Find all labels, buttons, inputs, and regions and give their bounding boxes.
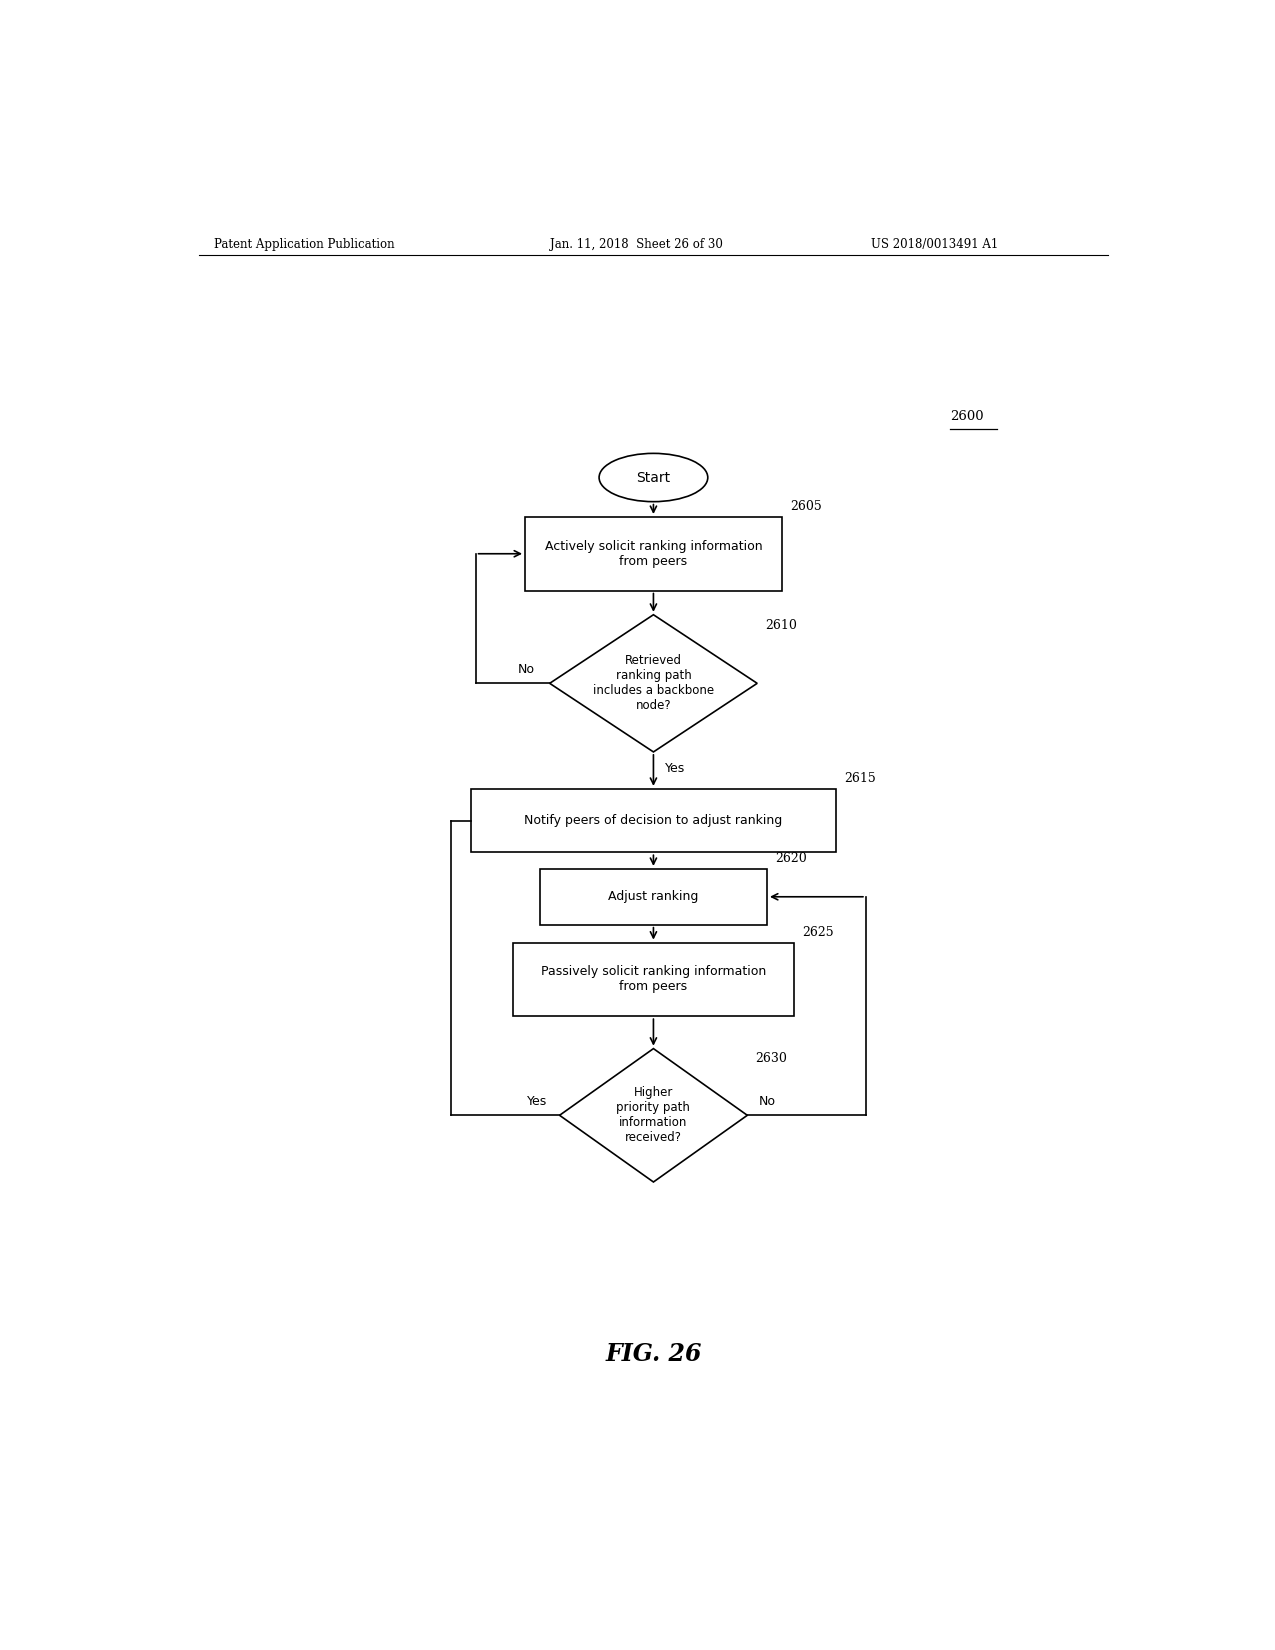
Text: 2630: 2630 <box>755 1053 787 1066</box>
Text: 2625: 2625 <box>802 926 834 939</box>
Text: Patent Application Publication: Patent Application Publication <box>214 238 394 251</box>
Text: Jan. 11, 2018  Sheet 26 of 30: Jan. 11, 2018 Sheet 26 of 30 <box>550 238 723 251</box>
Text: Yes: Yes <box>528 1094 548 1107</box>
Text: Yes: Yes <box>666 762 686 776</box>
Text: 2600: 2600 <box>950 411 983 422</box>
Text: Start: Start <box>636 470 671 485</box>
Text: 2605: 2605 <box>789 500 821 513</box>
Text: Higher
priority path
information
received?: Higher priority path information receive… <box>617 1086 690 1145</box>
Text: Adjust ranking: Adjust ranking <box>608 891 699 903</box>
Text: FIG. 26: FIG. 26 <box>606 1341 701 1366</box>
Text: 2620: 2620 <box>775 851 807 865</box>
Text: No: No <box>518 663 534 676</box>
Text: No: No <box>759 1094 776 1107</box>
Bar <box>470 789 836 853</box>
Text: 2615: 2615 <box>844 772 876 785</box>
Text: Retrieved
ranking path
includes a backbone
node?: Retrieved ranking path includes a backbo… <box>593 655 714 713</box>
Text: 2610: 2610 <box>765 619 797 632</box>
Bar <box>525 516 782 591</box>
Bar <box>539 870 768 924</box>
Text: Actively solicit ranking information
from peers: Actively solicit ranking information fro… <box>544 540 762 568</box>
Bar <box>513 942 794 1016</box>
Text: Notify peers of decision to adjust ranking: Notify peers of decision to adjust ranki… <box>524 813 783 827</box>
Text: Passively solicit ranking information
from peers: Passively solicit ranking information fr… <box>541 965 766 993</box>
Text: US 2018/0013491 A1: US 2018/0013491 A1 <box>871 238 998 251</box>
